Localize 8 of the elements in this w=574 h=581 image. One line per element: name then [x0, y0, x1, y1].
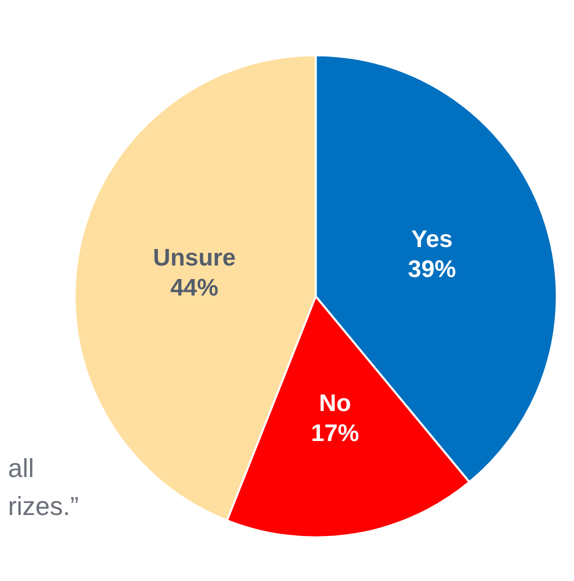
- slice-label: Yes: [411, 226, 453, 253]
- slice-label: Unsure: [153, 244, 236, 272]
- text: all: [8, 453, 34, 483]
- slice-label: No: [319, 390, 352, 417]
- data-label: 17%: [311, 420, 360, 447]
- data-label: 39%: [408, 256, 456, 283]
- data-label: 44%: [170, 274, 218, 302]
- text: rizes.”: [8, 491, 79, 521]
